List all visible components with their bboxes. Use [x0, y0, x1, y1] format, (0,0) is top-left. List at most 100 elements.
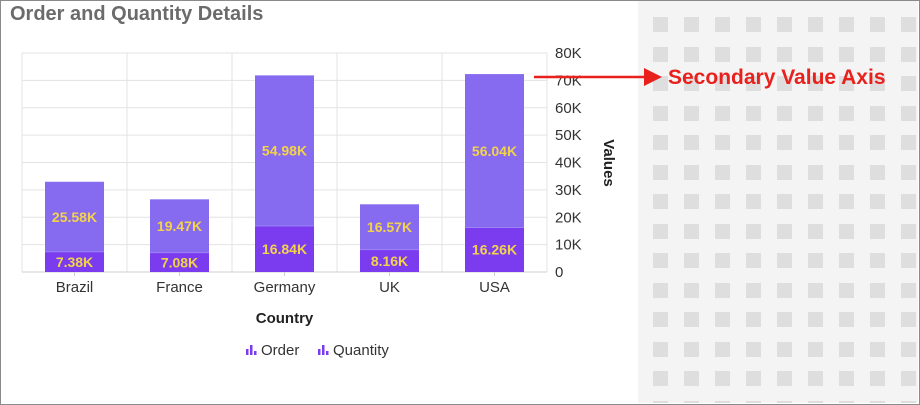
- canvas-grid-tile: [870, 400, 885, 403]
- canvas-grid-tile: [746, 135, 761, 150]
- canvas-grid-tile: [746, 194, 761, 209]
- canvas-grid-tile: [684, 76, 699, 91]
- canvas-grid-tile: [777, 312, 792, 327]
- canvas-grid-tile: [715, 17, 730, 32]
- canvas-grid-tile: [746, 341, 761, 357]
- canvas-grid-tile: [808, 194, 823, 209]
- canvas-grid-tile: [839, 282, 854, 298]
- y-tick-label: 60K: [555, 100, 582, 117]
- canvas-grid-tile: [901, 282, 916, 298]
- canvas-grid-tile: [901, 223, 916, 239]
- x-axis-title: Country: [256, 310, 314, 327]
- canvas-grid-tile: [777, 223, 792, 239]
- canvas-grid-tile: [684, 400, 699, 403]
- y-tick-label: 80K: [555, 45, 582, 62]
- canvas-grid-tile: [684, 17, 699, 32]
- canvas-grid-tile: [684, 371, 699, 386]
- canvas-grid-tile: [715, 105, 730, 121]
- canvas-grid-tile: [746, 282, 761, 298]
- canvas-grid-tile: [839, 312, 854, 327]
- canvas-grid-tile: [870, 253, 885, 268]
- canvas-grid-tile: [870, 282, 885, 298]
- data-label-order: 16.26K: [472, 242, 517, 258]
- canvas-grid-tile: [684, 164, 699, 180]
- legend-bar-icon: [326, 351, 329, 355]
- canvas-grid-tile: [715, 341, 730, 357]
- canvas-grid-tile: [808, 223, 823, 239]
- canvas-grid-tile: [715, 282, 730, 298]
- canvas-grid-tile: [839, 76, 854, 91]
- canvas-grid-tile: [839, 253, 854, 268]
- canvas-grid-tile: [808, 105, 823, 121]
- y-axis-title: Values: [600, 139, 617, 187]
- canvas-grid-tile: [684, 312, 699, 327]
- canvas-grid-tile: [777, 282, 792, 298]
- data-label-quantity: 19.47K: [157, 218, 202, 234]
- data-label-quantity: 25.58K: [52, 209, 97, 225]
- canvas-grid-tile: [746, 105, 761, 121]
- canvas-grid-tile: [808, 371, 823, 386]
- canvas-grid-tile: [653, 105, 668, 121]
- data-label-quantity: 16.57K: [367, 219, 412, 235]
- canvas-grid-tile: [746, 223, 761, 239]
- canvas-grid-tile: [653, 164, 668, 180]
- bar-order-usa: [465, 227, 524, 272]
- canvas-grid-tile: [684, 135, 699, 150]
- canvas-grid-tile: [684, 223, 699, 239]
- canvas-grid-tile: [808, 164, 823, 180]
- y-tick-label: 10K: [555, 237, 582, 254]
- canvas-grid-tile: [808, 135, 823, 150]
- canvas-grid-tile: [715, 135, 730, 150]
- canvas-grid-tile: [777, 17, 792, 32]
- canvas-grid-tile: [715, 253, 730, 268]
- canvas-grid-tile: [777, 253, 792, 268]
- canvas-grid-tile: [901, 17, 916, 32]
- canvas-grid-tile: [777, 76, 792, 91]
- canvas-grid-tile: [870, 135, 885, 150]
- canvas-grid-tile: [870, 76, 885, 91]
- bar-order-germany: [255, 225, 314, 272]
- canvas-grid-tile: [808, 312, 823, 327]
- canvas-grid-tile: [653, 312, 668, 327]
- bar-quantity-uk: [360, 204, 419, 250]
- canvas-grid-tile: [684, 194, 699, 209]
- canvas-grid-tile: [839, 194, 854, 209]
- canvas-grid-tile: [746, 17, 761, 32]
- canvas-grid-tile: [653, 17, 668, 32]
- legend-bar-icon: [254, 351, 257, 355]
- canvas-grid-tile: [715, 371, 730, 386]
- canvas-grid-tile: [870, 17, 885, 32]
- canvas-grid-tile: [777, 341, 792, 357]
- secondary-axis-annotation: Secondary Value Axis: [668, 66, 886, 89]
- canvas-grid-tile: [653, 135, 668, 150]
- canvas-grid-tile: [808, 76, 823, 91]
- data-label-quantity: 56.04K: [472, 143, 517, 159]
- canvas-grid-tile: [653, 194, 668, 209]
- widget-title: Order and Quantity Details: [10, 3, 264, 25]
- legend-bar-icon: [246, 349, 249, 355]
- canvas-grid-tile: [901, 135, 916, 150]
- canvas-grid-tile: [901, 105, 916, 121]
- canvas-grid-tile: [901, 164, 916, 180]
- canvas-grid-tile: [715, 164, 730, 180]
- bar-quantity-germany: [255, 75, 314, 226]
- annotation-arrowhead: [644, 68, 662, 86]
- canvas-grid-tile: [777, 105, 792, 121]
- canvas-grid-tile: [653, 46, 668, 62]
- canvas-grid-tile: [684, 253, 699, 268]
- canvas-grid-tile: [684, 105, 699, 121]
- canvas-grid-tile: [715, 223, 730, 239]
- canvas-grid-tile: [808, 17, 823, 32]
- bar-quantity-usa: [465, 74, 524, 228]
- canvas-grid-tile: [653, 282, 668, 298]
- canvas-grid-tile: [777, 194, 792, 209]
- canvas-grid-tile: [777, 135, 792, 150]
- canvas-grid-tile: [870, 223, 885, 239]
- canvas-grid-tile: [715, 312, 730, 327]
- data-label-order: 8.16K: [371, 253, 408, 269]
- canvas-grid-tile: [839, 17, 854, 32]
- data-label-order: 7.08K: [161, 254, 198, 270]
- x-tick-label: UK: [379, 279, 400, 296]
- canvas-grid-tile: [870, 194, 885, 209]
